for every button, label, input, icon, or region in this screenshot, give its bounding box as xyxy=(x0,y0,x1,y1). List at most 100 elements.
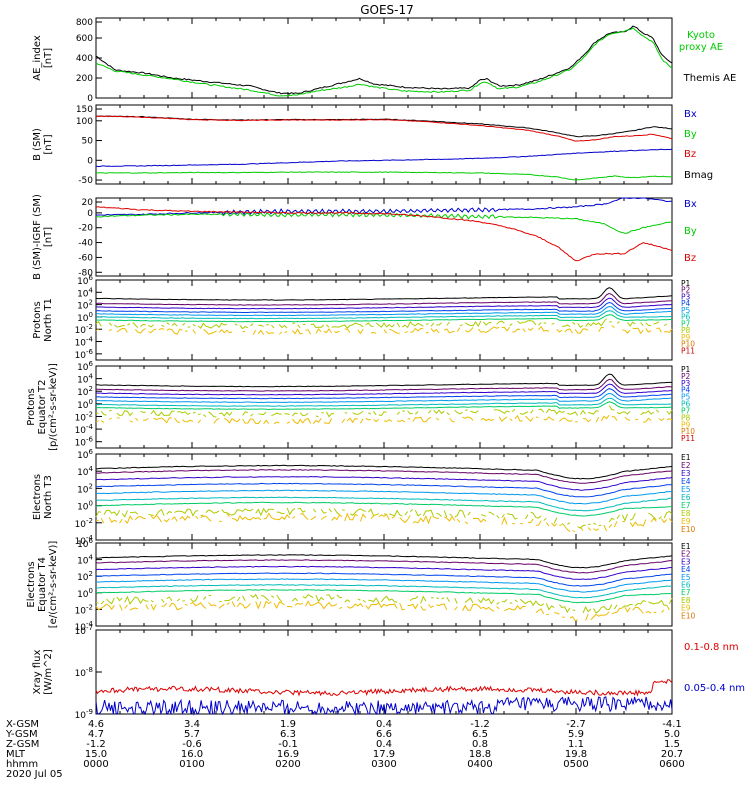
channel-legend-label: P6 xyxy=(681,313,691,322)
channel-legend-label: E2 xyxy=(681,461,691,470)
channel-legend-label: E4 xyxy=(681,477,691,486)
channel-legend-label: P4 xyxy=(681,299,691,308)
y-tick-label: -20 xyxy=(78,224,93,234)
channel-line xyxy=(95,507,673,529)
ephemeris-value: 0400 xyxy=(467,759,492,770)
legend-label: Bx xyxy=(684,199,697,210)
channel-legend-label: P10 xyxy=(681,427,695,436)
legend-label: 0.05-0.4 nm xyxy=(684,683,745,694)
y-tick-label: 600 xyxy=(76,34,93,44)
y-tick-label: 10-8 xyxy=(75,666,93,679)
ephemeris-value: 0300 xyxy=(371,759,396,770)
channel-line xyxy=(95,305,673,317)
y-tick-label: 100 xyxy=(76,117,93,127)
y-tick-label: 102 xyxy=(77,570,93,583)
channel-legend-label: P7 xyxy=(681,406,691,415)
y-tick-label: 102 xyxy=(77,299,93,312)
ephemeris-value: 5.7 xyxy=(184,729,200,740)
y-axis-label: ElectronsEquator T4[e/(cm²-s-sr-keV)] xyxy=(26,541,59,629)
legend-label: Bx xyxy=(684,109,697,120)
legend-label: Kyoto xyxy=(687,30,715,41)
y-tick-label: -40 xyxy=(78,239,93,249)
y-tick-label: 10-2 xyxy=(75,410,93,423)
channel-legend-label: P8 xyxy=(681,413,691,422)
ephemeris-value: 0.4 xyxy=(376,739,392,750)
channel-line xyxy=(95,501,673,517)
channel-line xyxy=(95,401,673,411)
ephemeris-row-label: Z-GSM xyxy=(6,739,39,750)
channel-line xyxy=(95,496,673,512)
ephemeris-value: 5.0 xyxy=(664,729,680,740)
channel-legend-label: P11 xyxy=(681,346,695,355)
ephemeris-value: 0000 xyxy=(83,759,108,770)
ephemeris-value: 0.8 xyxy=(472,739,488,750)
y-tick-label: 10-4 xyxy=(75,620,94,633)
channel-line xyxy=(95,559,673,574)
y-axis-label: B (SM)-IGRF (SM)[nT] xyxy=(32,194,54,280)
series-line xyxy=(95,148,673,167)
y-tick-label: 100 xyxy=(77,398,93,411)
channel-legend-label: P7 xyxy=(681,319,691,328)
y-tick-label: 102 xyxy=(77,385,93,398)
series-line xyxy=(95,206,673,262)
y-tick-label: 200 xyxy=(76,74,93,84)
ephemeris-table: X-GSMY-GSMZ-GSMMLThhmm4.64.7-1.215.00000… xyxy=(5,719,685,770)
y-tick-label: 106 xyxy=(77,274,93,287)
ephemeris-value: 20.7 xyxy=(661,749,683,760)
channel-line xyxy=(96,378,673,392)
ephemeris-value: 16.0 xyxy=(181,749,203,760)
channel-line xyxy=(96,601,672,620)
y-tick-label: 10-2 xyxy=(75,603,93,616)
channel-line xyxy=(95,388,673,400)
channel-legend-label: E7 xyxy=(681,588,691,597)
channel-line xyxy=(95,512,673,533)
panel-frame xyxy=(95,629,673,715)
channel-legend-label: P3 xyxy=(681,379,691,388)
channel-line xyxy=(95,373,672,388)
channel-legend-label: P8 xyxy=(681,326,691,335)
ephemeris-value: 19.8 xyxy=(565,749,587,760)
channel-line xyxy=(95,405,673,418)
y-tick-label: 100 xyxy=(77,587,93,600)
series-line xyxy=(95,25,673,95)
ephemeris-value: 0.4 xyxy=(376,719,392,730)
channel-legend-label: P6 xyxy=(681,400,691,409)
ephemeris-row-label: MLT xyxy=(6,749,26,760)
channel-line xyxy=(95,489,673,505)
channel-line xyxy=(95,584,673,599)
channel-line xyxy=(95,292,673,306)
channel-line xyxy=(95,593,673,614)
y-tick-label: 10-4 xyxy=(75,534,94,547)
channel-legend-label: P10 xyxy=(681,340,695,349)
ephemeris-value: 15.0 xyxy=(85,749,107,760)
channel-legend-label: E10 xyxy=(681,525,696,534)
legend-label: By xyxy=(684,226,697,237)
channel-legend-label: P9 xyxy=(681,420,691,429)
ephemeris-value: -4.1 xyxy=(662,719,682,730)
xray-series-line xyxy=(95,679,673,697)
channel-line xyxy=(95,565,673,580)
ephemeris-value: 17.9 xyxy=(373,749,395,760)
channel-legend-label: E9 xyxy=(681,517,691,526)
channel-legend-label: P3 xyxy=(681,292,691,301)
y-tick-label: 10-7 xyxy=(75,624,93,637)
y-tick-label: 10-9 xyxy=(75,708,93,721)
y-tick-label: 20 xyxy=(82,198,94,208)
channel-line xyxy=(95,297,673,310)
channel-line xyxy=(96,310,673,320)
y-tick-label: 104 xyxy=(77,465,93,478)
series-line xyxy=(95,115,673,142)
panel-frame xyxy=(95,17,673,99)
ephemeris-value: 18.8 xyxy=(469,749,491,760)
y-tick-label: 10-4 xyxy=(75,336,94,349)
y-tick-label: 106 xyxy=(77,537,93,550)
ephemeris-value: 6.3 xyxy=(280,729,296,740)
ephemeris-value: 0200 xyxy=(275,759,300,770)
channel-legend-label: E6 xyxy=(681,581,691,590)
y-tick-label: 400 xyxy=(76,54,93,64)
legend-label: Bz xyxy=(684,149,696,160)
ephemeris-value: 4.6 xyxy=(88,719,104,730)
channel-line xyxy=(95,414,673,425)
